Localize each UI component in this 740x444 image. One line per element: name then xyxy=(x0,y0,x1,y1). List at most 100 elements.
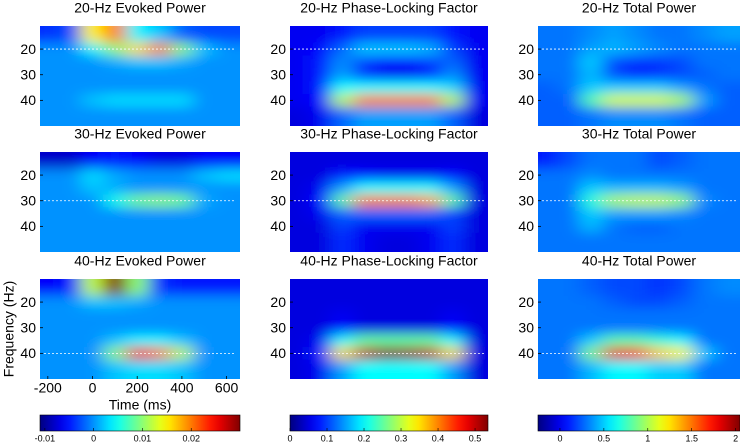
heatmap-cell xyxy=(126,321,149,335)
heatmap-cell xyxy=(602,55,626,69)
heatmap-cell xyxy=(103,152,127,170)
heatmap-cell xyxy=(375,232,398,252)
heatmap-cell xyxy=(670,68,694,82)
colorbar-tick-label: -0.01 xyxy=(35,433,56,443)
heatmap-cell xyxy=(715,168,740,182)
heatmap-cell xyxy=(308,26,332,44)
heatmap-cell xyxy=(538,308,558,322)
heatmap-cell xyxy=(353,219,376,234)
heatmap-cell xyxy=(538,81,558,95)
heatmap-cell xyxy=(330,106,354,126)
heatmap-cell xyxy=(579,219,603,234)
colorbar-tick-label: 0.5 xyxy=(598,433,611,443)
heatmap-cell xyxy=(441,219,465,234)
heatmap-cell xyxy=(692,55,716,69)
heatmap-cell xyxy=(193,308,216,322)
heatmap-cell xyxy=(81,207,105,221)
heatmap-cell xyxy=(375,152,398,170)
heatmap-cell xyxy=(579,232,603,252)
heatmap-cell xyxy=(215,207,240,221)
heatmap-cell xyxy=(602,168,626,182)
heatmap-cells xyxy=(290,152,488,252)
heatmap-cell xyxy=(715,232,740,252)
heatmap-cell xyxy=(353,346,376,361)
heatmap-cells xyxy=(538,26,740,126)
heatmap-cell xyxy=(170,26,194,44)
heatmap-cell xyxy=(624,279,648,297)
colorbar-tick-label: 0.02 xyxy=(182,433,200,443)
heatmap-cell xyxy=(692,295,716,309)
heatmap-cell xyxy=(215,219,240,234)
heatmap-cell xyxy=(602,346,626,361)
heatmap-cell xyxy=(170,219,194,234)
heatmap-cell xyxy=(353,279,376,297)
colorbar-tick-label: 1.5 xyxy=(685,433,698,443)
heatmap-cell xyxy=(624,334,648,348)
heatmap-cell xyxy=(602,279,626,297)
heatmap-cell xyxy=(463,295,488,309)
heatmap-cell xyxy=(308,194,332,208)
heatmap-cell xyxy=(419,308,443,322)
heatmap-cell xyxy=(647,181,671,195)
heatmap-cell xyxy=(647,81,671,95)
heatmap-cell xyxy=(215,359,240,379)
heatmap-cell xyxy=(715,81,740,95)
heatmap-cell xyxy=(148,42,172,56)
heatmap-cell xyxy=(308,321,332,335)
heatmap-cell xyxy=(624,308,648,322)
heatmap-cell xyxy=(290,93,310,108)
heatmap-cell xyxy=(40,26,60,44)
heatmap-cell xyxy=(538,68,558,82)
heatmap-cell xyxy=(441,55,465,69)
heatmap-cell xyxy=(441,81,465,95)
heatmap-cell xyxy=(353,93,376,108)
y-tick-label: 40 xyxy=(270,92,286,108)
heatmap-cell xyxy=(441,346,465,361)
heatmap-cell xyxy=(81,321,105,335)
heatmap-cell xyxy=(308,152,332,170)
heatmap-cell xyxy=(419,279,443,297)
heatmap-cell xyxy=(215,279,240,297)
heatmap-cell xyxy=(330,359,354,379)
heatmap-cell xyxy=(290,295,310,309)
heatmap-cell xyxy=(126,152,149,170)
heatmap-cell xyxy=(103,68,127,82)
heatmap-cell xyxy=(647,334,671,348)
heatmap-cell xyxy=(193,168,216,182)
heatmap-cell xyxy=(538,181,558,195)
heatmap-cell xyxy=(397,42,420,56)
heatmap-cell xyxy=(375,93,398,108)
heatmap-cell xyxy=(715,26,740,44)
heatmap-cell xyxy=(647,168,671,182)
heatmap-cells xyxy=(290,26,488,126)
heatmap-cell xyxy=(290,152,310,170)
heatmap-cell xyxy=(148,334,172,348)
heatmap-cell xyxy=(308,81,332,95)
heatmap-cell xyxy=(463,279,488,297)
y-tick-label: 20 xyxy=(20,294,36,310)
heatmap-cell xyxy=(670,168,694,182)
heatmap-cell xyxy=(715,321,740,335)
y-tick-label: 20 xyxy=(270,294,286,310)
heatmap-cell xyxy=(624,55,648,69)
heatmap-cell xyxy=(579,321,603,335)
heatmap-cell xyxy=(670,334,694,348)
heatmap-cell xyxy=(670,346,694,361)
heatmap-cell xyxy=(126,308,149,322)
heatmap-cell xyxy=(579,279,603,297)
heatmap-cell xyxy=(58,207,82,221)
heatmap-cell xyxy=(330,81,354,95)
heatmap-cell xyxy=(647,279,671,297)
chart-title: 20-Hz Phase-Locking Factor xyxy=(300,0,478,16)
heatmap-cell xyxy=(58,359,82,379)
heatmap-cell xyxy=(647,308,671,322)
heatmap xyxy=(290,26,488,126)
heatmap-cell xyxy=(624,219,648,234)
heatmap-cell xyxy=(193,106,216,126)
heatmap-cell xyxy=(81,93,105,108)
heatmap-cell xyxy=(538,168,558,182)
heatmap-cell xyxy=(463,168,488,182)
heatmap-cell xyxy=(103,106,127,126)
heatmap-cell xyxy=(419,55,443,69)
heatmap-cell xyxy=(419,295,443,309)
